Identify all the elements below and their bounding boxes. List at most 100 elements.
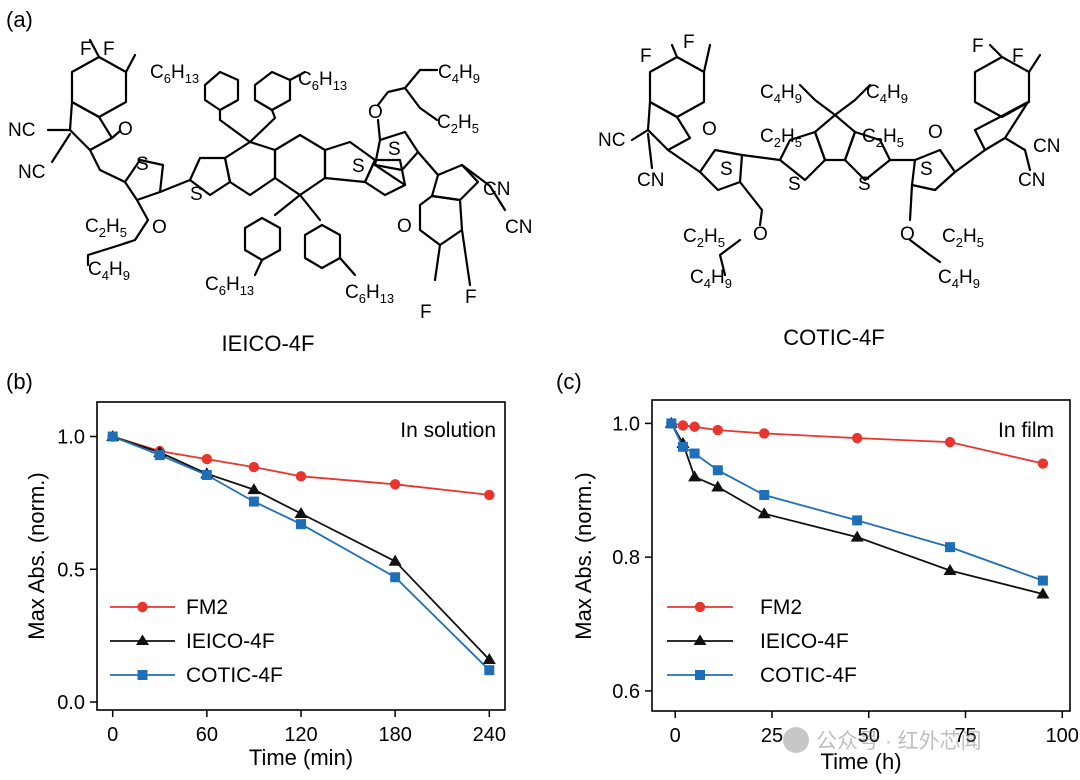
data-point-fm2	[712, 424, 723, 436]
atom-f: F	[683, 32, 695, 53]
chart-film: 0 25 50 75 100 0.6 0.8 1.0 FM2 IEICO-4F COTIC-4…	[571, 399, 1079, 774]
data-point-cotic-4f	[296, 519, 306, 530]
x-tick-label: 75	[954, 725, 976, 747]
atom-c4h9: C4H9	[938, 267, 980, 291]
atom-s: S	[190, 184, 203, 205]
atom-nc: NC	[598, 130, 625, 151]
watermark-text: 公众号 · 红外芯闻	[816, 730, 982, 753]
atom-cn: CN	[637, 170, 664, 191]
data-point-fm2	[484, 489, 495, 501]
atom-cn: CN	[1018, 170, 1045, 191]
chart-title: In solution	[400, 419, 496, 442]
legend-entry-cotic: COTIC-4F	[110, 664, 283, 687]
data-point-ieico-4f	[711, 480, 725, 492]
atom-cn: CN	[483, 179, 510, 200]
atom-c4h9: C4H9	[690, 267, 732, 291]
atom-s: S	[388, 139, 401, 160]
y-tick-label: 1.0	[612, 413, 640, 435]
series-line-ieico-4f	[112, 435, 490, 661]
y-axis-label: Max Abs. (norm.)	[24, 472, 49, 639]
atom-cn: CN	[505, 217, 532, 238]
atom-s: S	[352, 156, 365, 177]
x-tick-label: 180	[378, 724, 411, 746]
molecule-name-cotic: COTIC-4F	[783, 325, 884, 350]
atom-f: F	[972, 36, 984, 57]
x-tick-label: 60	[196, 724, 218, 746]
data-point-cotic-4f	[712, 465, 723, 476]
data-point-cotic-4f	[390, 572, 401, 583]
atom-f: F	[640, 46, 652, 67]
x-tick-label: 120	[284, 724, 317, 746]
data-point-ieico-4f	[688, 470, 702, 482]
data-point-cotic-4f	[666, 418, 677, 429]
atom-c2h5: C2H5	[683, 226, 725, 250]
chart-solution: 0 60 120 180 240 0.0 0.5 1.0 FM2 IEICO-4F COTIC…	[24, 401, 506, 770]
legend-label: IEICO-4F	[760, 630, 849, 653]
molecule-name-ieico: IEICO-4F	[222, 331, 315, 356]
x-tick-label: 25	[761, 725, 783, 747]
atom-cn: CN	[1033, 136, 1060, 157]
legend-entry-fm2: FM2	[667, 596, 802, 619]
panel-label-b: (b)	[6, 369, 33, 394]
legend-label: FM2	[186, 596, 228, 619]
data-point-ieico-4f	[1036, 587, 1050, 599]
legend-label: IEICO-4F	[186, 630, 275, 653]
atom-c6h13: C6H13	[205, 274, 254, 298]
atom-f: F	[420, 302, 432, 323]
x-tick-label: 240	[473, 724, 506, 746]
atom-s: S	[920, 159, 933, 180]
data-point-cotic-4f	[201, 470, 212, 481]
atom-c2h5: C2H5	[760, 126, 802, 150]
data-point-cotic-4f	[154, 450, 165, 461]
data-point-cotic-4f	[484, 665, 495, 676]
legend-label: COTIC-4F	[186, 664, 283, 687]
atom-nc: NC	[8, 120, 35, 141]
series-markers	[664, 416, 1050, 599]
data-point-cotic-4f	[945, 542, 956, 553]
data-point-ieico-4f	[294, 507, 308, 519]
data-point-cotic-4f	[677, 441, 688, 452]
data-point-fm2	[201, 453, 213, 465]
atom-s: S	[788, 174, 801, 195]
atom-f: F	[465, 287, 477, 308]
atom-s: S	[720, 159, 733, 180]
data-point-fm2	[677, 420, 689, 431]
atom-f: F	[103, 39, 115, 60]
atom-c2h5: C2H5	[85, 216, 127, 240]
data-point-ieico-4f	[247, 483, 261, 495]
legend: FM2 IEICO-4F COTIC-4F	[667, 596, 857, 687]
plot-frame	[651, 399, 1071, 712]
data-point-ieico-4f	[850, 530, 864, 542]
ieico-atom-labels: F F O NC NC S O C2H5 C4H9 S C6H13 C6H13 …	[8, 39, 532, 323]
series-line-ieico-4f	[670, 422, 1044, 595]
atom-o: O	[397, 216, 412, 237]
x-tick-label: 0	[670, 725, 681, 747]
x-tick-label: 0	[107, 724, 118, 746]
atom-o: O	[753, 224, 768, 245]
atom-o: O	[118, 119, 133, 140]
legend-entry-cotic: COTIC-4F	[667, 664, 857, 687]
series-line-fm2	[671, 422, 1044, 465]
y-tick-label: 0.6	[612, 681, 640, 703]
data-point-ieico-4f	[757, 507, 771, 519]
legend-entry-fm2: FM2	[110, 596, 228, 619]
x-tick-label: 50	[858, 725, 880, 747]
cotic-structure	[630, 43, 1042, 277]
atom-o: O	[368, 102, 383, 123]
legend-entry-ieico: IEICO-4F	[110, 630, 275, 653]
atom-c6h13: C6H13	[298, 69, 347, 93]
y-axis-label: Max Abs. (norm.)	[571, 472, 596, 639]
axis-ticks: 0 60 120 180 240 0.0 0.5 1.0	[57, 427, 506, 746]
x-axis-label: Time (h)	[820, 749, 901, 774]
data-point-cotic-4f	[107, 431, 118, 442]
atom-c4h9: C4H9	[88, 259, 130, 283]
data-point-fm2	[248, 461, 260, 473]
data-point-ieico-4f	[943, 564, 957, 576]
ieico-structure	[46, 38, 507, 287]
y-tick-label: 0.5	[57, 559, 85, 581]
x-tick-label: 100	[1046, 725, 1079, 747]
data-point-fm2	[759, 428, 770, 439]
y-tick-label: 1.0	[57, 427, 85, 449]
atom-c6h13: C6H13	[345, 282, 394, 306]
